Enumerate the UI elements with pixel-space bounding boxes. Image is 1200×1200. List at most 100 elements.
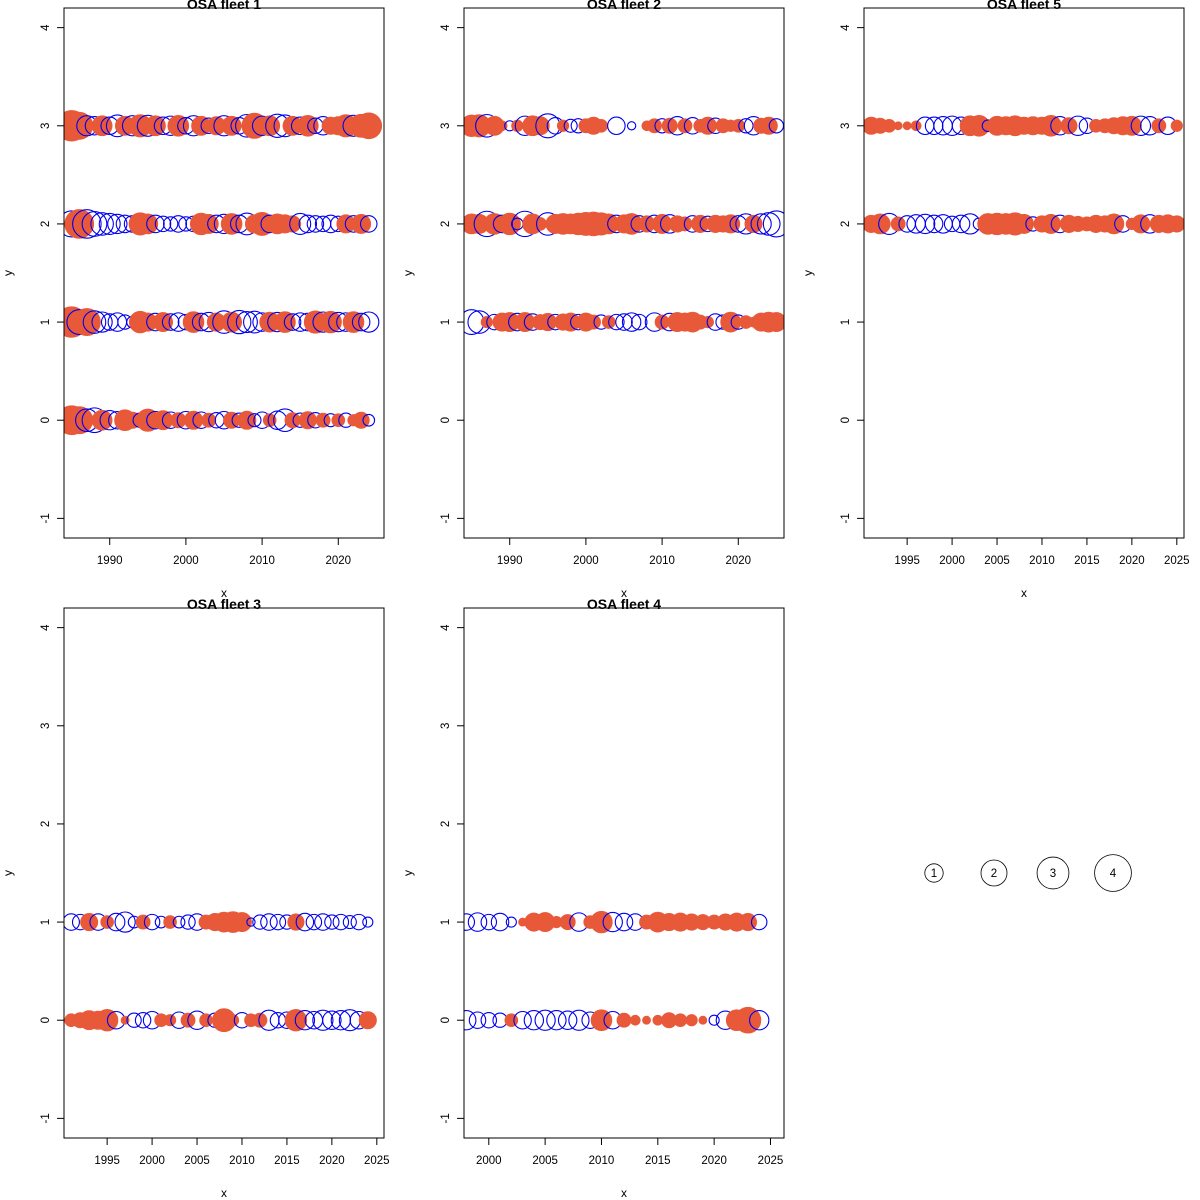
bubble-positive (629, 1014, 641, 1026)
y-tick-label: 4 (440, 24, 452, 31)
bubble-positive (559, 914, 576, 931)
bubble-positive (1103, 213, 1125, 235)
x-axis-label: x (221, 586, 227, 600)
panel-4: 1995 2000 2005 2010 2015 2020 2025 -1 0 1 2 3 4 OSA f… (1, 596, 390, 1200)
x-axis-label: x (621, 1186, 627, 1200)
bubble-negative (169, 215, 188, 233)
plot-frame (63, 607, 385, 1139)
y-tick-label: 2 (40, 221, 52, 227)
y-tick-label: 4 (440, 624, 452, 631)
x-tick-label: 2020 (701, 1155, 727, 1167)
bubble-negative (332, 913, 350, 931)
x-tick-label: 2000 (939, 555, 965, 567)
x-tick-label: 2010 (589, 1155, 615, 1167)
x-axis-label: x (1021, 586, 1027, 600)
bubble-positive (766, 312, 784, 333)
y-tick-label: 2 (440, 221, 452, 227)
y-tick-label: 3 (840, 123, 852, 129)
panel-2: 1990 2000 2010 2020 -1 0 1 2 3 4 OSA fleet 2 x y (401, 0, 785, 600)
bubble-negative (312, 1009, 334, 1031)
bubble-positive (221, 311, 242, 333)
x-tick-label: 2005 (184, 1155, 210, 1167)
x-tick-label: 1995 (894, 555, 920, 567)
y-axis-label: y (801, 270, 815, 276)
bubble-layer (464, 910, 770, 1034)
x-tick-label: 2025 (758, 1155, 784, 1167)
bubble-positive (135, 914, 151, 930)
bubble-negative (468, 1011, 487, 1030)
bubble-positive (163, 915, 177, 929)
bubble-negative (172, 915, 186, 929)
bubble-positive (869, 213, 891, 235)
bubble-positive (556, 119, 570, 132)
bubble-positive (315, 412, 331, 428)
bubble-negative (568, 1009, 590, 1031)
x-axis-label: x (621, 586, 627, 600)
bubble-negative (107, 213, 128, 235)
bubble-negative (607, 116, 626, 136)
bubble-positive (262, 413, 277, 428)
bubble-positive (358, 1011, 377, 1030)
bubble-layer (864, 114, 1184, 236)
y-tick-label: 1 (840, 319, 852, 325)
bubble-negative (82, 310, 107, 334)
bubble-positive (80, 913, 99, 932)
bubble-negative (305, 913, 323, 931)
plot-frame (863, 7, 1185, 539)
x-tick-label: 2010 (229, 1155, 255, 1167)
bubble-negative (161, 313, 180, 331)
bubble-negative (114, 911, 136, 933)
y-tick-label: -1 (440, 1113, 452, 1123)
bubble-negative (269, 913, 287, 931)
bubble-positive (677, 118, 693, 134)
panel-title: OSA fleet 4 (587, 596, 661, 612)
bubble-negative (615, 313, 633, 331)
bubble-positive (237, 410, 257, 430)
bubble-positive (153, 312, 173, 333)
y-tick-label: -1 (440, 513, 452, 523)
bubble-negative (924, 214, 944, 234)
bubble-negative (247, 413, 262, 428)
bubble-positive (1060, 117, 1078, 135)
bubble-negative (1067, 115, 1089, 136)
bubble-negative (90, 212, 114, 236)
bubble-positive (226, 1014, 240, 1027)
bubble-negative (1130, 115, 1152, 136)
bubble-negative (546, 1010, 567, 1031)
bubble-positive (72, 308, 101, 337)
y-tick-label: 1 (40, 319, 52, 325)
bubble-negative (91, 311, 113, 333)
bubble-negative (143, 913, 161, 931)
bubble-negative (534, 1009, 556, 1031)
bubble-negative (342, 915, 357, 930)
bubble-positive (504, 1013, 519, 1028)
y-axis-label: y (401, 270, 415, 276)
bubble-negative (180, 914, 196, 930)
bubble-negative (523, 1010, 545, 1031)
x-tick-label: 2000 (173, 555, 199, 567)
bubble-positive (882, 118, 896, 133)
bubble-layer (464, 113, 784, 335)
legend-label: 2 (991, 868, 997, 880)
y-tick-label: 3 (440, 723, 452, 729)
bubble-negative (351, 312, 371, 332)
bubble-positive (65, 406, 94, 435)
bubble-positive (721, 214, 741, 234)
x-tick-label: 2015 (645, 1155, 671, 1167)
bubble-negative (480, 1011, 498, 1029)
y-tick-label: 2 (40, 821, 52, 827)
bubble-negative (162, 216, 179, 232)
plot-frame (463, 607, 785, 1139)
bubble-negative (289, 212, 312, 235)
legend-circle (1094, 854, 1132, 892)
bubble-positive (515, 312, 535, 333)
y-tick-label: -1 (40, 513, 52, 523)
bubble-negative (626, 121, 637, 131)
bubble-negative (81, 211, 108, 237)
bubble-positive (890, 216, 906, 232)
bubble-negative (283, 313, 302, 331)
bubble-negative (762, 210, 784, 238)
bubble-negative (505, 916, 517, 928)
bubble-positive (685, 1014, 698, 1027)
